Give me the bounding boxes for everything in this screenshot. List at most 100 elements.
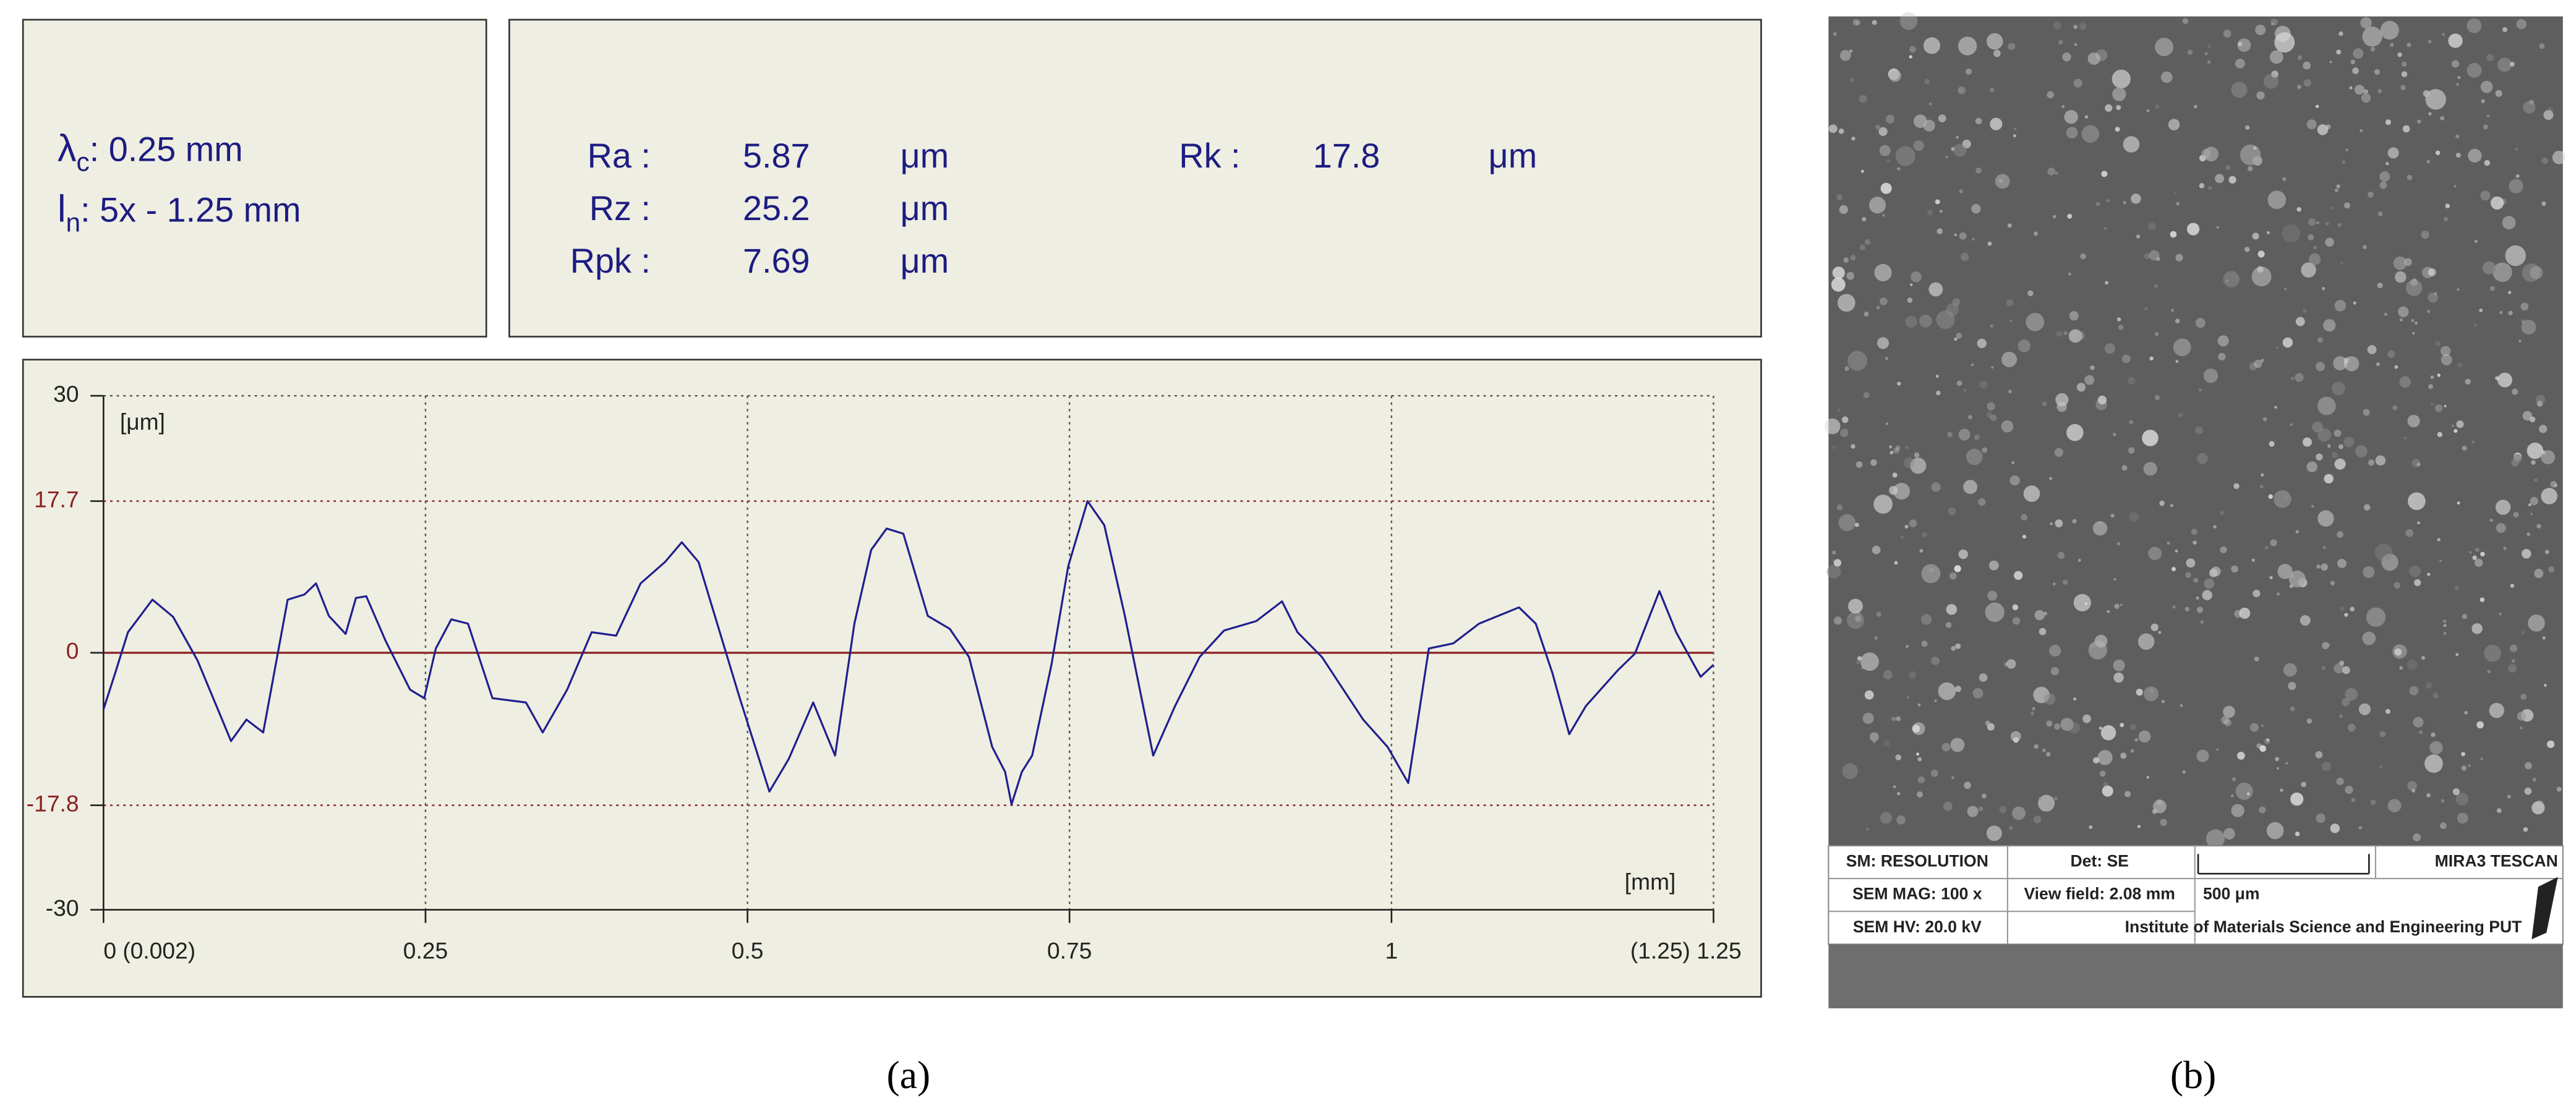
texture-blob (2556, 786, 2562, 792)
texture-blob (1966, 448, 1983, 466)
sem-magnification: SEM MAG: 100 x (1852, 885, 1982, 903)
texture-blob (1864, 239, 1871, 245)
texture-blob (1979, 673, 1988, 682)
texture-blob (2455, 653, 2459, 657)
texture-blob (2008, 43, 2016, 51)
texture-blob (2479, 308, 2483, 312)
texture-blob (2387, 799, 2402, 813)
texture-blob (2072, 519, 2077, 524)
texture-blob (1936, 228, 1943, 234)
texture-blob (1959, 232, 1967, 240)
texture-blob (2363, 566, 2375, 579)
texture-blob (2401, 71, 2408, 77)
texture-blob (2158, 631, 2162, 634)
texture-blob (1844, 366, 1849, 371)
texture-blob (2063, 331, 2068, 336)
texture-blob (2290, 423, 2293, 427)
texture-blob (2113, 672, 2124, 683)
texture-blob (1840, 50, 1851, 61)
texture-blob (1877, 337, 1889, 349)
texture-blob (2309, 253, 2321, 265)
texture-blob (2198, 388, 2202, 392)
texture-blob (1967, 415, 1972, 420)
texture-blob (2443, 631, 2447, 636)
texture-blob (1838, 128, 1844, 134)
texture-blob (2264, 738, 2270, 744)
texture-blob (1891, 717, 1896, 721)
texture-blob (2251, 558, 2255, 562)
scale-bar (2197, 854, 2370, 875)
texture-blob (2426, 793, 2431, 798)
texture-blob (2052, 582, 2056, 585)
parameter-value: 5.87 (743, 137, 810, 175)
texture-blob (2199, 183, 2205, 189)
texture-blob (2535, 800, 2544, 809)
texture-blob (1831, 277, 1846, 292)
texture-blob (1958, 87, 1965, 94)
texture-blob (2508, 664, 2517, 673)
texture-blob (2030, 712, 2034, 716)
texture-blob (2370, 799, 2376, 806)
texture-blob (2064, 109, 2078, 124)
texture-blob (1870, 459, 1877, 466)
texture-blob (2360, 129, 2363, 132)
texture-blob (2034, 744, 2039, 749)
texture-blob (2336, 49, 2342, 55)
texture-blob (2146, 775, 2150, 779)
cutoff: λc: 0.25 mm (58, 127, 243, 177)
texture-blob (2493, 262, 2512, 283)
texture-blob (2254, 359, 2262, 368)
texture-blob (2353, 48, 2364, 59)
texture-blob (1955, 643, 1961, 649)
texture-blob (2379, 171, 2390, 182)
texture-blob (2161, 71, 2173, 83)
texture-blob (2061, 105, 2065, 108)
texture-blob (2467, 18, 2482, 33)
texture-blob (1893, 785, 1896, 789)
texture-blob (2101, 171, 2108, 177)
texture-blob (2116, 542, 2120, 546)
texture-blob (2379, 731, 2386, 738)
texture-blob (2120, 752, 2127, 759)
texture-blob (2522, 548, 2531, 559)
texture-blob (1958, 36, 1977, 56)
texture-blob (1889, 451, 1894, 454)
texture-blob (1927, 210, 1933, 216)
texture-blob (2155, 38, 2173, 56)
texture-blob (2186, 558, 2196, 568)
texture-blob (1924, 79, 1930, 85)
texture-blob (2469, 551, 2472, 554)
texture-blob (2148, 547, 2162, 561)
chart-box (22, 359, 1762, 998)
texture-blob (1863, 392, 1870, 399)
texture-blob (1895, 754, 1902, 760)
texture-blob (2068, 329, 2082, 343)
texture-blob (2413, 833, 2421, 841)
sem-texture (1825, 12, 2566, 848)
texture-blob (2297, 55, 2303, 60)
texture-blob (2539, 43, 2545, 49)
texture-blob (2033, 815, 2042, 823)
texture-blob (2385, 119, 2391, 126)
texture-blob (2542, 636, 2546, 640)
texture-blob (2267, 231, 2270, 234)
texture-blob (1864, 690, 1874, 700)
texture-blob (2340, 606, 2345, 611)
texture-blob (2409, 686, 2419, 696)
texture-blob (2026, 313, 2045, 331)
texture-blob (1965, 68, 1972, 75)
texture-blob (2437, 538, 2441, 542)
texture-blob (2433, 692, 2439, 699)
texture-blob (2316, 221, 2319, 224)
texture-blob (2381, 553, 2398, 571)
texture-blob (2442, 619, 2447, 623)
texture-blob (2252, 232, 2259, 240)
texture-blob (1978, 806, 1983, 811)
texture-blob (1945, 155, 1948, 158)
texture-blob (2107, 198, 2110, 203)
texture-blob (2512, 388, 2518, 395)
parameter-label: Rz : (589, 189, 651, 228)
texture-blob (2342, 666, 2350, 674)
texture-blob (2527, 442, 2544, 459)
texture-blob (1947, 432, 1953, 438)
